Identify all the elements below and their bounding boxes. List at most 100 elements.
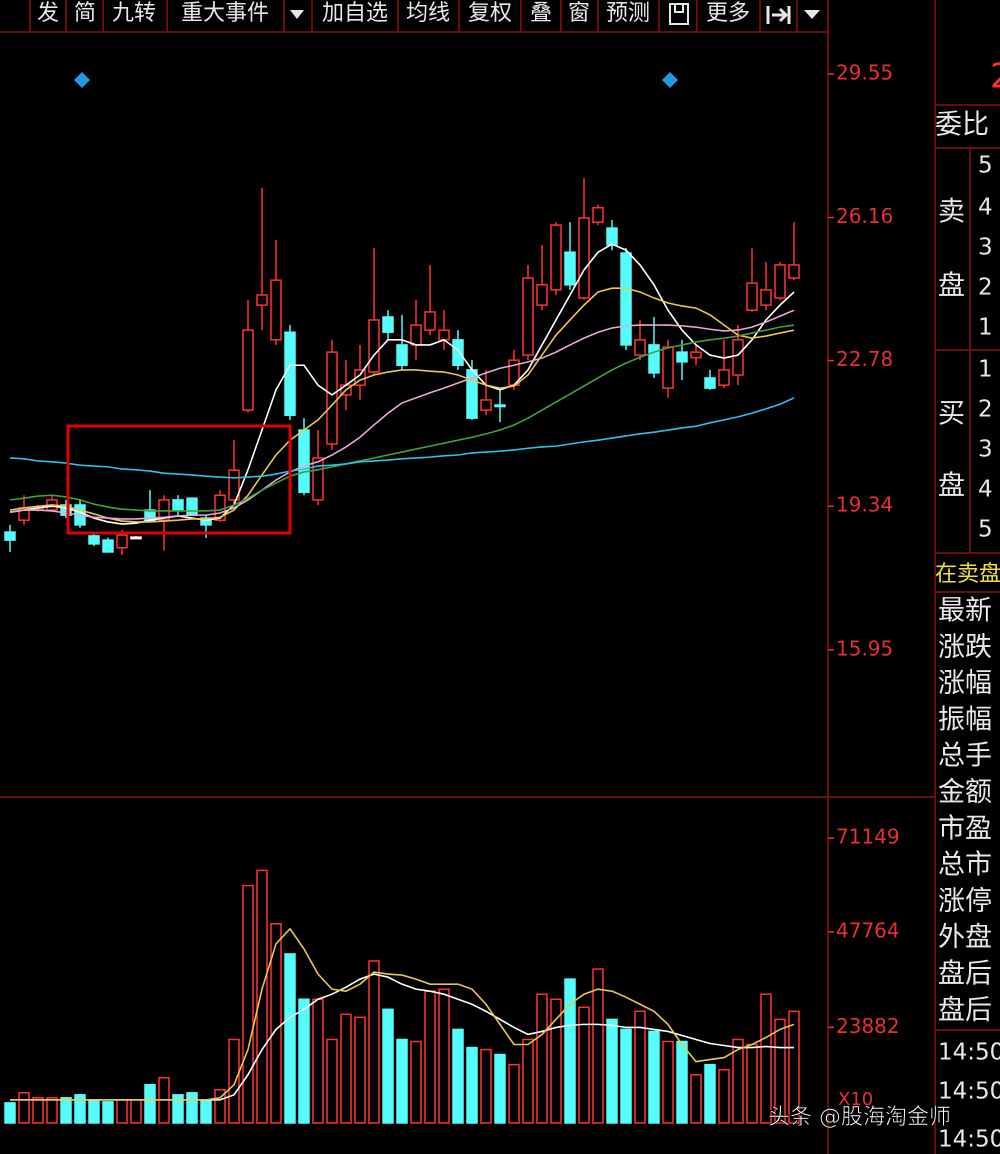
candle-body [270, 279, 282, 341]
buy-level: 3 [978, 437, 993, 463]
candle-body [186, 497, 198, 516]
event-marker[interactable] [662, 72, 678, 88]
candle-body [312, 457, 324, 501]
candle-body [438, 329, 450, 341]
moving-average-line [9, 287, 795, 523]
field-label: 外盘 [938, 922, 992, 953]
candle-body [550, 224, 562, 291]
sell-level: 5 [978, 153, 993, 179]
moving-average-line [10, 927, 795, 1101]
buy-label: 买 [938, 399, 965, 430]
candle-body [172, 499, 184, 511]
toolbar-item[interactable]: 叠 [530, 1, 552, 26]
y-tick-label: 19.34 [836, 493, 893, 517]
volume-bar [438, 988, 450, 1124]
field-label: 最新 [938, 596, 992, 627]
volume-bar [186, 1092, 198, 1124]
y-tick-label: 47764 [836, 918, 900, 942]
candle-body [620, 252, 632, 346]
candle-body [732, 339, 744, 376]
candle-body [452, 339, 464, 367]
candle-body [704, 377, 716, 389]
sell-level: 3 [978, 235, 993, 261]
field-label: 涨跌 [938, 632, 992, 663]
highlight-box [66, 424, 292, 535]
volume-bar [410, 1040, 422, 1124]
candle-body [410, 324, 422, 346]
toolbar-item[interactable]: 发 [37, 1, 59, 26]
volume-bar [480, 1048, 492, 1124]
candle-body [690, 351, 702, 359]
volume-bar [4, 1102, 16, 1124]
toolbar-item[interactable]: 更多 [706, 1, 750, 26]
candle-body [760, 289, 772, 306]
volume-bar [718, 1068, 730, 1124]
volume-bar [74, 1094, 86, 1124]
unit-label: X10 [838, 1089, 873, 1110]
volume-bar [46, 1097, 58, 1124]
candle-body [228, 469, 240, 501]
moving-average-line [9, 243, 795, 525]
event-marker[interactable] [74, 72, 90, 88]
volume-bar [620, 1028, 632, 1124]
volume-bar [60, 1097, 72, 1124]
toolbar-separators [29, 0, 798, 32]
volume-bar [466, 1046, 478, 1124]
volume-bar [536, 993, 548, 1124]
toolbar-item[interactable]: 均线 [406, 1, 450, 26]
volume-bar [564, 978, 576, 1124]
buy-level: 2 [978, 397, 993, 423]
volume-bar [690, 1073, 702, 1124]
toolbar-item[interactable]: 窗 [568, 1, 590, 26]
toolbar-item[interactable]: 预测 [606, 1, 650, 26]
time: 14:50 [938, 1040, 1000, 1066]
drawing-tool-icon[interactable] [669, 3, 689, 25]
toolbar-item[interactable]: 重大事件 [181, 1, 269, 26]
side-panel: 2 委比 卖 盘 5 4 3 2 1 买 盘 1 2 3 4 5 在卖盘 最新涨… [935, 57, 1000, 1153]
dropdown-icon[interactable] [290, 10, 304, 19]
field-label: 金额 [938, 777, 992, 808]
volume-bar [452, 1028, 464, 1124]
candle-body [116, 534, 128, 549]
candle-body [718, 369, 730, 386]
candle-body [326, 351, 338, 445]
candle-body [606, 227, 618, 246]
volume-bar [130, 1099, 142, 1124]
watermark: 头条 @股海淘金师 [768, 1105, 951, 1130]
dropdown-icon[interactable] [804, 10, 820, 19]
moving-average-line [9, 324, 795, 512]
sell-level: 1 [978, 315, 993, 341]
toolbar-item[interactable]: 简 [74, 1, 96, 26]
candle-body [158, 499, 170, 521]
volume-bar [746, 1043, 758, 1124]
toolbar-item[interactable]: 九转 [112, 1, 156, 26]
volume-bar [200, 1100, 212, 1124]
volume-bar [592, 968, 604, 1124]
candle-body [480, 399, 492, 411]
candle-body [648, 344, 660, 374]
volume-bar [340, 1013, 352, 1124]
toolbar-item[interactable]: 复权 [468, 1, 512, 26]
volume-bar [354, 1016, 366, 1124]
exit-icon[interactable] [766, 6, 791, 24]
volume-bar [256, 869, 268, 1124]
buy-label: 盘 [938, 471, 965, 502]
volume-bar [774, 1018, 786, 1124]
price: 2 [990, 57, 1000, 97]
candle-body [368, 319, 380, 373]
volume-bar [298, 998, 310, 1124]
toolbar-item[interactable]: 加自选 [322, 1, 388, 26]
time: 14:50 [938, 1079, 1000, 1105]
candle-body [522, 277, 534, 356]
field-label: 市盈 [938, 813, 992, 844]
volume-bar [662, 1040, 674, 1124]
candle-body [256, 294, 268, 306]
volume-bar [270, 923, 282, 1124]
volume-bar [312, 998, 324, 1124]
volume-bar [760, 993, 772, 1124]
volume-bar [606, 1018, 618, 1124]
volume-bar [508, 1063, 520, 1124]
